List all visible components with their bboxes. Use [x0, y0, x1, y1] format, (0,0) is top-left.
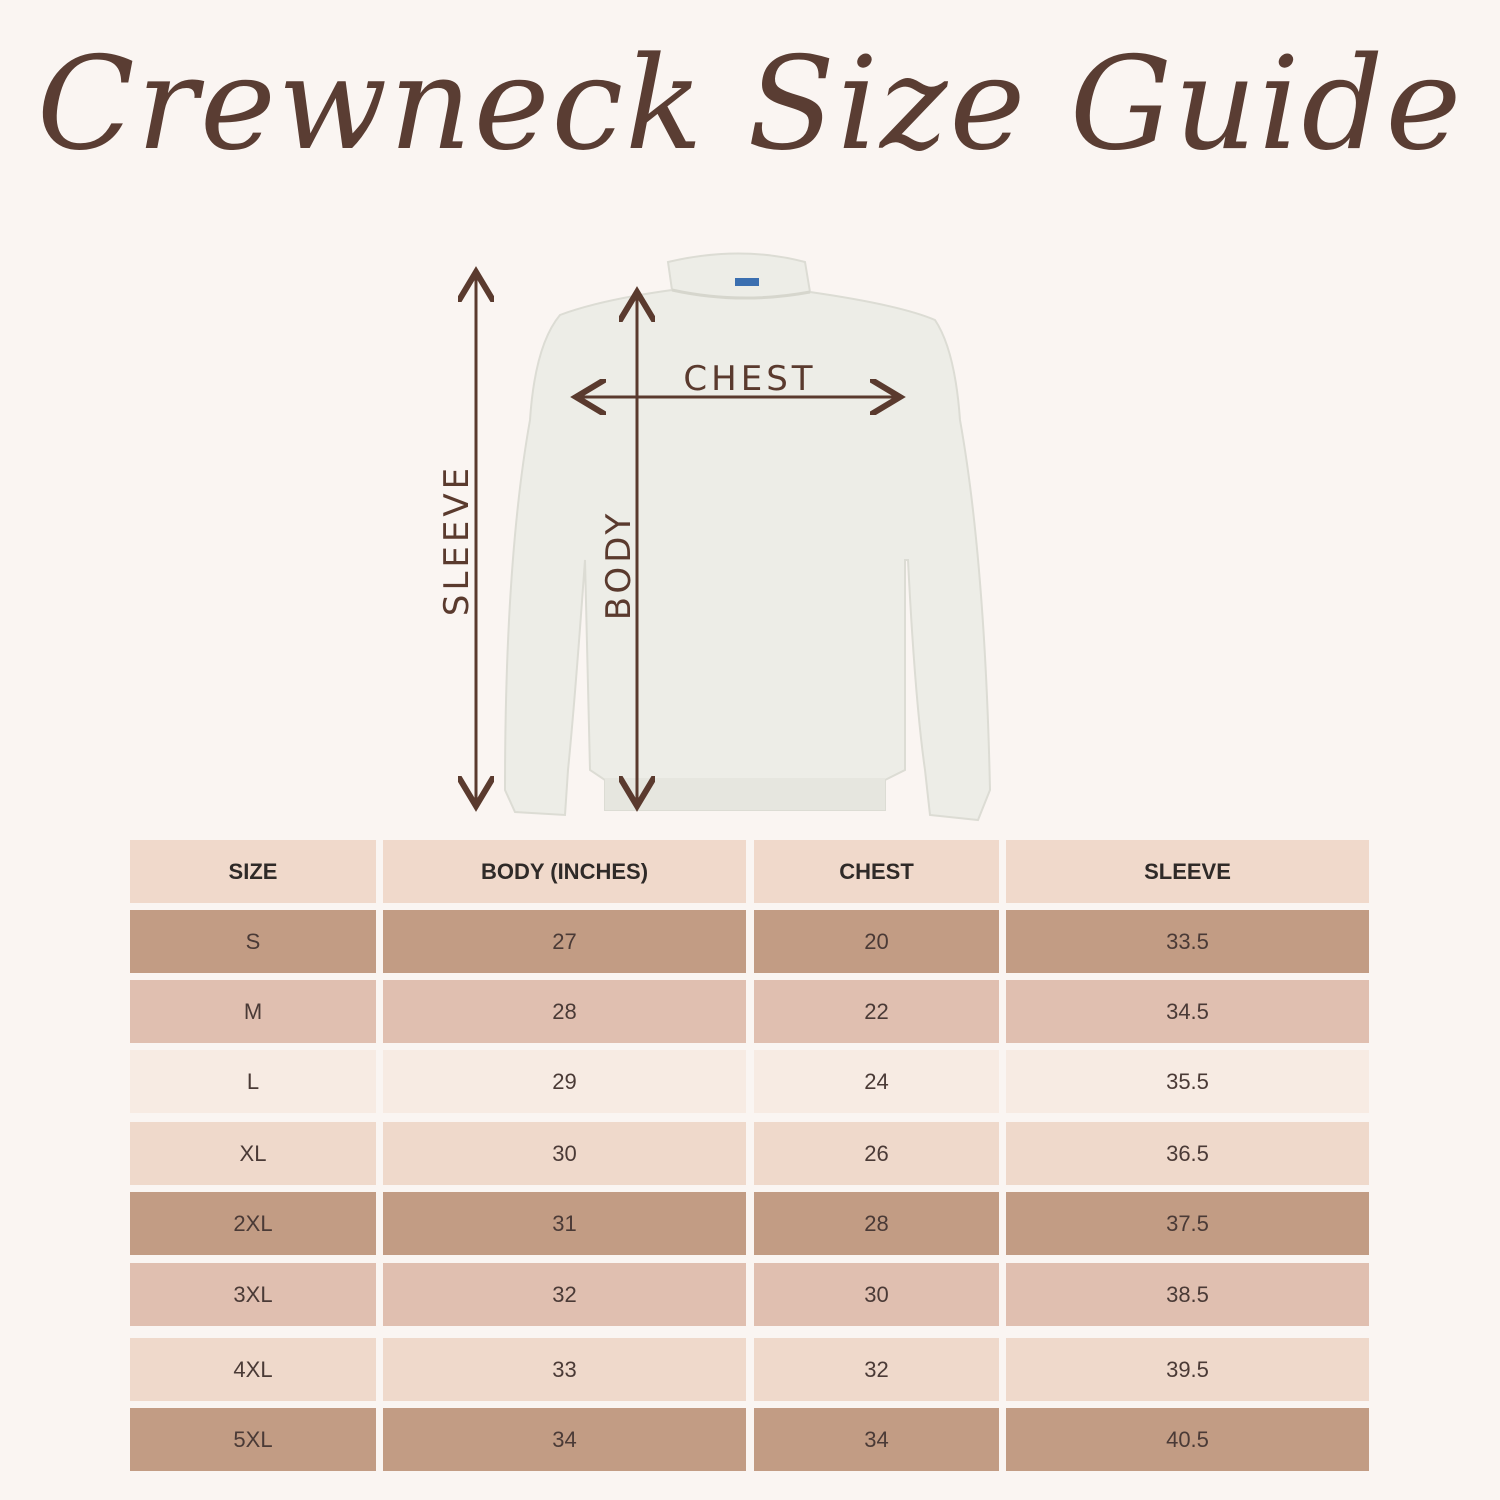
table-cell: 3XL [130, 1263, 376, 1326]
table-cell: 36.5 [1006, 1122, 1369, 1185]
table-cell: S [130, 910, 376, 973]
table-cell: 20 [754, 910, 999, 973]
table-cell: 32 [383, 1263, 746, 1326]
sweater-image [503, 252, 992, 822]
sleeve-label: SLEEVE [437, 464, 477, 616]
table-header-cell: SLEEVE [1006, 840, 1369, 903]
table-cell: 2XL [130, 1192, 376, 1255]
table-cell: 28 [383, 980, 746, 1043]
table-header-cell: CHEST [754, 840, 999, 903]
sweater-diagram: CHEST BODY SLEEVE [437, 252, 992, 822]
page-title: Crewneck Size Guide [36, 30, 1464, 179]
table-cell: L [130, 1050, 376, 1113]
table-cell: 27 [383, 910, 746, 973]
table-cell: 22 [754, 980, 999, 1043]
table-cell: XL [130, 1122, 376, 1185]
table-cell: 26 [754, 1122, 999, 1185]
table-cell: 5XL [130, 1408, 376, 1471]
table-cell: 38.5 [1006, 1263, 1369, 1326]
table-cell: 35.5 [1006, 1050, 1369, 1113]
table-cell: 29 [383, 1050, 746, 1113]
table-cell: 33 [383, 1338, 746, 1401]
table-cell: 28 [754, 1192, 999, 1255]
table-cell: 34 [383, 1408, 746, 1471]
table-cell: 39.5 [1006, 1338, 1369, 1401]
table-cell: 34 [754, 1408, 999, 1471]
table-header-cell: SIZE [130, 840, 376, 903]
table-cell: 24 [754, 1050, 999, 1113]
table-cell: 30 [754, 1263, 999, 1326]
table-cell: 34.5 [1006, 980, 1369, 1043]
chest-label: CHEST [683, 359, 816, 399]
body-label: BODY [599, 510, 639, 621]
table-cell: 40.5 [1006, 1408, 1369, 1471]
table-cell: 4XL [130, 1338, 376, 1401]
table-header-cell: BODY (INCHES) [383, 840, 746, 903]
table-cell: 32 [754, 1338, 999, 1401]
table-cell: 37.5 [1006, 1192, 1369, 1255]
table-cell: 33.5 [1006, 910, 1369, 973]
table-cell: 31 [383, 1192, 746, 1255]
table-cell: 30 [383, 1122, 746, 1185]
table-cell: M [130, 980, 376, 1043]
